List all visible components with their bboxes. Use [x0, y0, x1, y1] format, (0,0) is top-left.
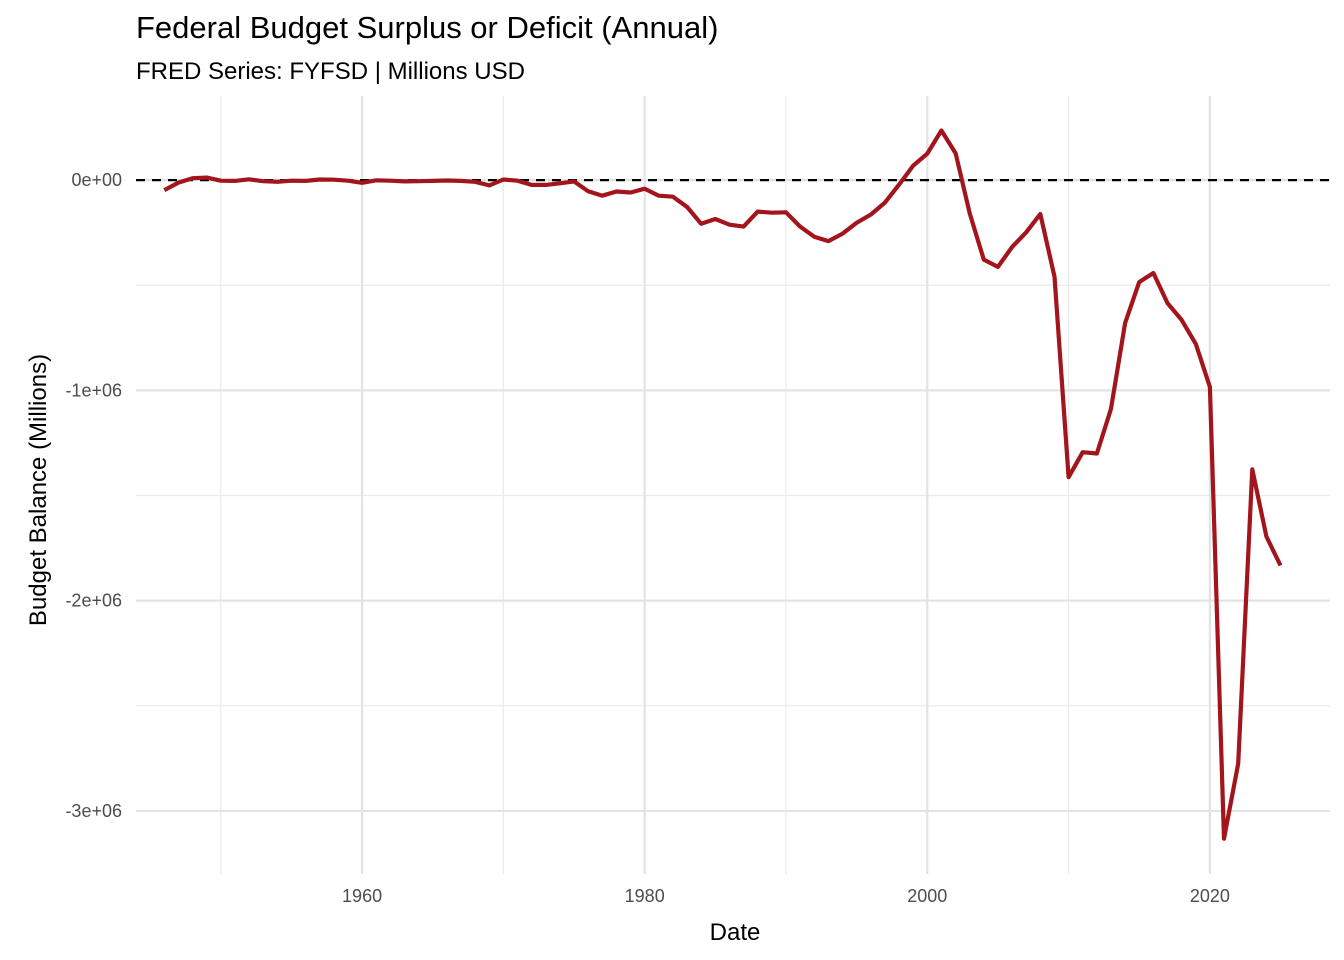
- major-gridlines: [136, 96, 1330, 874]
- y-axis-tick-labels: 0e+00 -1e+06 -2e+06 -3e+06: [65, 170, 122, 821]
- y-tick-label: -1e+06: [65, 380, 122, 400]
- y-axis-title: Budget Balance (Millions): [25, 354, 52, 626]
- chart-subtitle: FRED Series: FYFSD | Millions USD: [136, 58, 525, 85]
- y-tick-label: 0e+00: [71, 170, 122, 190]
- x-tick-label: 1960: [342, 886, 382, 906]
- budget-balance-line: [163, 128, 1283, 841]
- chart-title: Federal Budget Surplus or Deficit (Annua…: [136, 10, 719, 45]
- x-axis-title: Date: [710, 919, 761, 946]
- y-tick-label: -3e+06: [65, 801, 122, 821]
- series-layer: [163, 128, 1283, 841]
- x-tick-label: 2020: [1190, 886, 1230, 906]
- x-tick-label: 2000: [907, 886, 947, 906]
- y-tick-label: -2e+06: [65, 591, 122, 611]
- x-axis-tick-labels: 1960 1980 2000 2020: [342, 886, 1230, 906]
- x-tick-label: 1980: [625, 886, 665, 906]
- minor-gridlines: [136, 96, 1330, 874]
